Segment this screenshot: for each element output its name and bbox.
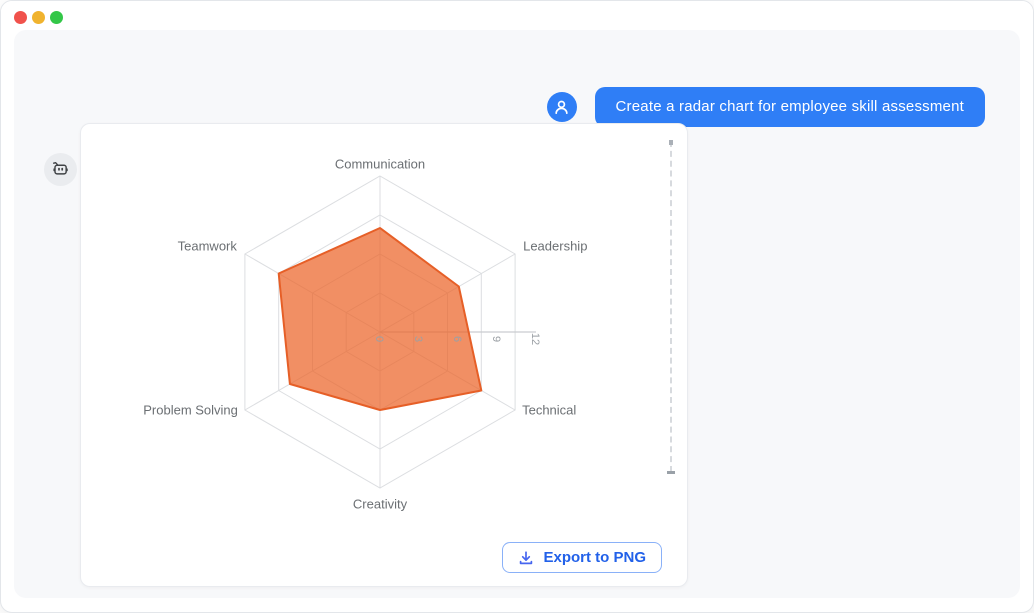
resize-handle-divider[interactable] [667, 140, 675, 474]
user-message-bubble: Create a radar chart for employee skill … [594, 87, 985, 127]
radar-category-label: Leadership [523, 239, 587, 254]
radar-tick-label: 12 [529, 333, 541, 345]
titlebar [1, 1, 1033, 30]
chart-card: 0 3 6 9 12 Communication Leadership Technical Cr… [80, 123, 688, 587]
person-icon [555, 100, 568, 114]
radar-data-polygon [277, 227, 483, 411]
radar-category-label: Communication [335, 157, 425, 172]
robot-icon [52, 161, 68, 175]
download-icon [520, 550, 533, 564]
user-message-row: Create a radar chart for employee skill … [14, 87, 985, 127]
radar-tick-label: 3 [412, 336, 424, 342]
traffic-light-zoom-button[interactable] [49, 10, 63, 24]
radar-tick-label: 6 [451, 336, 463, 342]
radar-chart: 0 3 6 9 12 Communication Leadership Technical Cr… [143, 157, 587, 512]
export-to-png-button[interactable]: Export to PNG [502, 542, 662, 573]
chat-panel: Create a radar chart for employee skill … [14, 30, 1020, 598]
radar-category-label: Technical [522, 403, 576, 418]
radar-category-label: Creativity [353, 497, 408, 512]
user-avatar [546, 92, 577, 122]
traffic-light-close-button[interactable] [13, 10, 27, 24]
radar-tick-label: 9 [490, 336, 502, 342]
radar-category-label: Problem Solving [143, 403, 238, 418]
radar-category-label: Teamwork [178, 239, 238, 254]
radar-tick-label: 0 [373, 336, 385, 342]
bot-avatar [44, 153, 77, 186]
export-button-label: Export to PNG [543, 549, 646, 566]
traffic-light-minimize-button[interactable] [31, 10, 45, 24]
